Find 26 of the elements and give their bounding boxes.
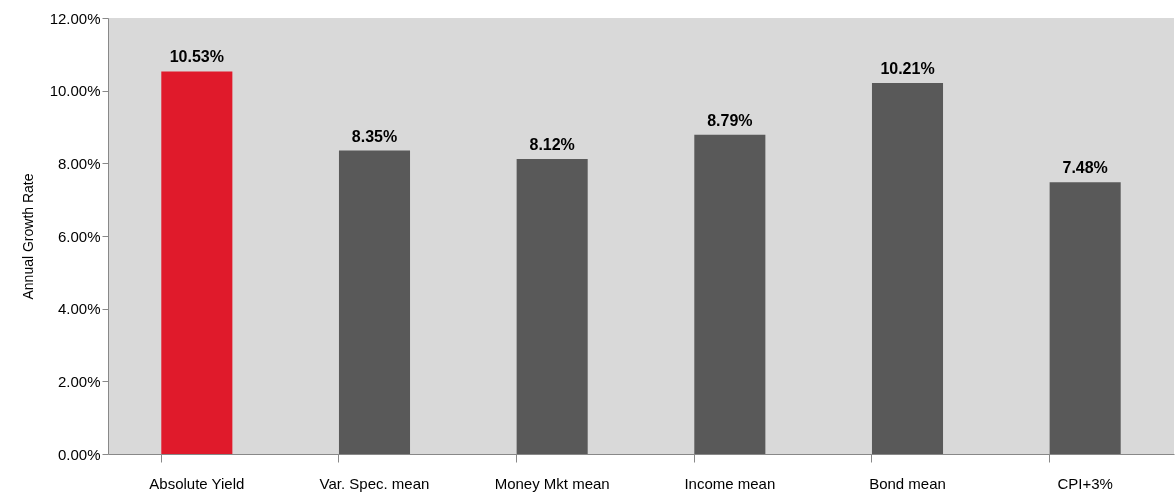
y-tick-label: 8.00% [57,154,101,172]
data-label: 7.48% [1062,159,1108,177]
x-tick-label: CPI+3% [1057,474,1113,492]
bar [516,158,588,454]
bar [161,71,233,454]
bar [338,150,411,454]
x-tick-label: Money Mkt mean [494,474,610,492]
data-label: 10.21% [880,60,935,78]
bar [694,134,766,454]
y-tick-label: 0.00% [57,445,101,463]
y-tick-label: 12.00% [49,9,101,27]
data-label: 10.53% [169,48,224,66]
data-label: 8.35% [351,127,398,145]
bar [1049,182,1121,454]
x-tick-label: Income mean [684,474,776,492]
y-axis-title: Annual Growth Rate [19,173,36,300]
y-tick-label: 4.00% [57,300,101,318]
x-tick-label: Absolute Yield [149,474,245,492]
data-label: 8.79% [707,111,753,129]
bar [871,83,944,454]
y-tick-label: 10.00% [49,82,101,100]
y-tick-label: 2.00% [57,372,101,390]
x-tick-label: Bond mean [869,474,946,492]
x-tick-label: Var. Spec. mean [319,474,430,492]
y-tick-label: 6.00% [57,227,101,245]
data-label: 8.12% [529,135,575,153]
